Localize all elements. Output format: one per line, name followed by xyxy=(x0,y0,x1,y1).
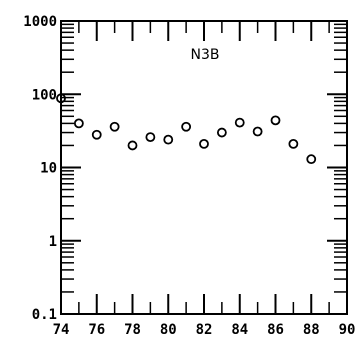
y-tick-labels: 0.1 1 10 100 1000 xyxy=(23,14,57,323)
x-tick-label: 78 xyxy=(124,322,141,338)
x-tick-label: 90 xyxy=(339,322,356,338)
data-point xyxy=(270,115,281,126)
x-tick-label: 88 xyxy=(303,322,320,338)
x-tick-label: 74 xyxy=(53,322,70,338)
data-point xyxy=(216,127,227,138)
data-point xyxy=(306,154,317,165)
data-point xyxy=(234,117,245,128)
x-tick-label: 82 xyxy=(196,322,213,338)
data-point xyxy=(73,118,84,129)
data-point xyxy=(288,138,299,149)
data-points xyxy=(56,93,317,165)
data-point xyxy=(91,129,102,140)
data-point xyxy=(163,134,174,145)
minor-ticks xyxy=(61,21,347,314)
panel-label: N3B xyxy=(191,47,220,63)
y-tick-label: 1 xyxy=(49,234,57,250)
y-tick-label: 1000 xyxy=(23,14,57,30)
x-tick-labels: 74 76 78 80 82 84 86 88 90 xyxy=(53,322,356,338)
data-point xyxy=(145,132,156,143)
y-tick-label: 10 xyxy=(40,161,57,177)
data-point xyxy=(109,121,120,132)
major-ticks xyxy=(60,20,348,315)
x-tick-label: 80 xyxy=(160,322,177,338)
x-tick-label: 86 xyxy=(267,322,284,338)
x-tick-label: 84 xyxy=(231,322,248,338)
y-tick-label: 100 xyxy=(32,87,57,103)
x-tick-label: 76 xyxy=(88,322,105,338)
data-point xyxy=(199,138,209,149)
y-tick-label: 0.1 xyxy=(32,307,57,323)
data-point xyxy=(252,126,263,137)
plot-frame xyxy=(60,20,348,315)
data-point xyxy=(56,93,66,104)
data-point xyxy=(181,121,192,132)
data-point xyxy=(127,140,138,151)
